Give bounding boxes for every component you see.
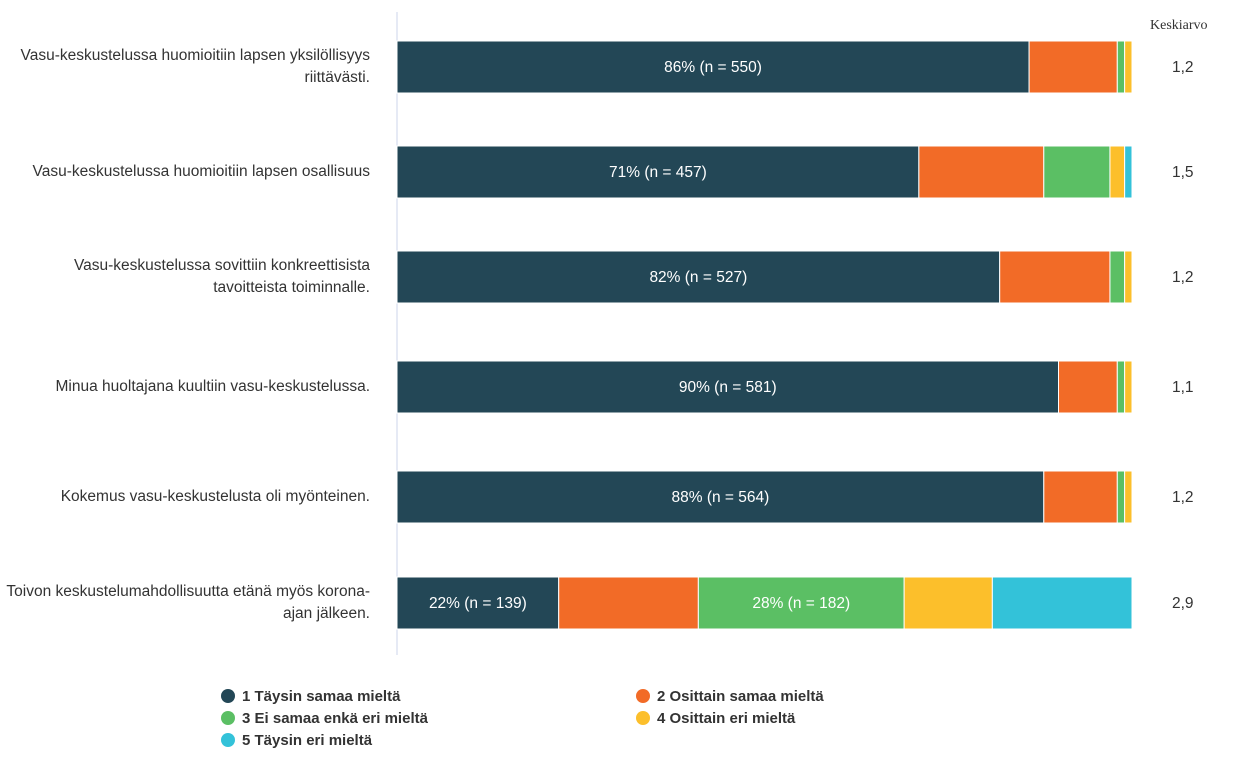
data-label: 22% (n = 139)	[429, 595, 527, 612]
legend-marker	[221, 689, 235, 703]
bar-segment	[396, 360, 1059, 414]
mean-title: Keskiarvo	[1150, 18, 1208, 33]
bar-segment	[1116, 360, 1126, 414]
bar-segment	[396, 145, 920, 199]
bar-segment	[1124, 360, 1133, 414]
bar-segment	[991, 576, 1133, 630]
bar-segment	[396, 250, 1001, 304]
bar-segment	[1124, 40, 1133, 94]
mean-value: 1,2	[1172, 269, 1194, 286]
mean-value: 1,2	[1172, 59, 1194, 76]
legend-label: 4 Osittain eri mieltä	[657, 710, 796, 727]
category-label: Vasu-keskustelussa huomioitiin lapsen os…	[32, 163, 370, 180]
bar-segment	[999, 250, 1111, 304]
legend-marker	[636, 689, 650, 703]
category-label: Minua huoltajana kuultiin vasu-keskustel…	[55, 378, 370, 395]
mean-value: 1,5	[1172, 164, 1194, 181]
mean-value: 2,9	[1172, 595, 1194, 612]
bar-segment	[1109, 250, 1126, 304]
bar-segment	[1124, 145, 1133, 199]
bar-segment	[1058, 360, 1118, 414]
data-label: 88% (n = 564)	[671, 489, 769, 506]
bar-segment	[1116, 470, 1126, 524]
data-label: 71% (n = 457)	[609, 164, 707, 181]
legend-label: 2 Osittain samaa mieltä	[657, 688, 824, 705]
data-label: 82% (n = 527)	[649, 269, 747, 286]
bar-segment	[918, 145, 1045, 199]
category-label: Toivon keskustelumahdollisuutta etänä my…	[6, 583, 370, 622]
bar-segment	[1124, 250, 1133, 304]
category-label: Kokemus vasu-keskustelusta oli myönteine…	[60, 488, 370, 505]
bar-segment	[1043, 470, 1118, 524]
legend-label: 1 Täysin samaa mieltä	[242, 688, 401, 705]
legend-marker	[221, 733, 235, 747]
legend-label: 5 Täysin eri mieltä	[242, 732, 373, 749]
legend-marker	[221, 711, 235, 725]
bar-segment	[396, 576, 560, 630]
legend-label: 3 Ei samaa enkä eri mieltä	[242, 710, 429, 727]
category-label: Vasu-keskustelussa sovittiin konkreettis…	[73, 257, 370, 296]
data-label: 28% (n = 182)	[752, 595, 850, 612]
bar-segment	[1109, 145, 1126, 199]
bar-segment	[1116, 40, 1126, 94]
bar-segment	[697, 576, 905, 630]
category-label: Vasu-keskustelussa huomioitiin lapsen yk…	[20, 47, 370, 86]
legend-marker	[636, 711, 650, 725]
data-label: 86% (n = 550)	[664, 59, 762, 76]
bar-segment	[396, 40, 1030, 94]
data-label: 90% (n = 581)	[679, 379, 777, 396]
bar-segment	[1028, 40, 1118, 94]
bar-segment	[1124, 470, 1133, 524]
mean-value: 1,2	[1172, 489, 1194, 506]
bar-segment	[903, 576, 993, 630]
bar-segment	[558, 576, 699, 630]
mean-value: 1,1	[1172, 379, 1194, 396]
bar-segment	[1043, 145, 1111, 199]
